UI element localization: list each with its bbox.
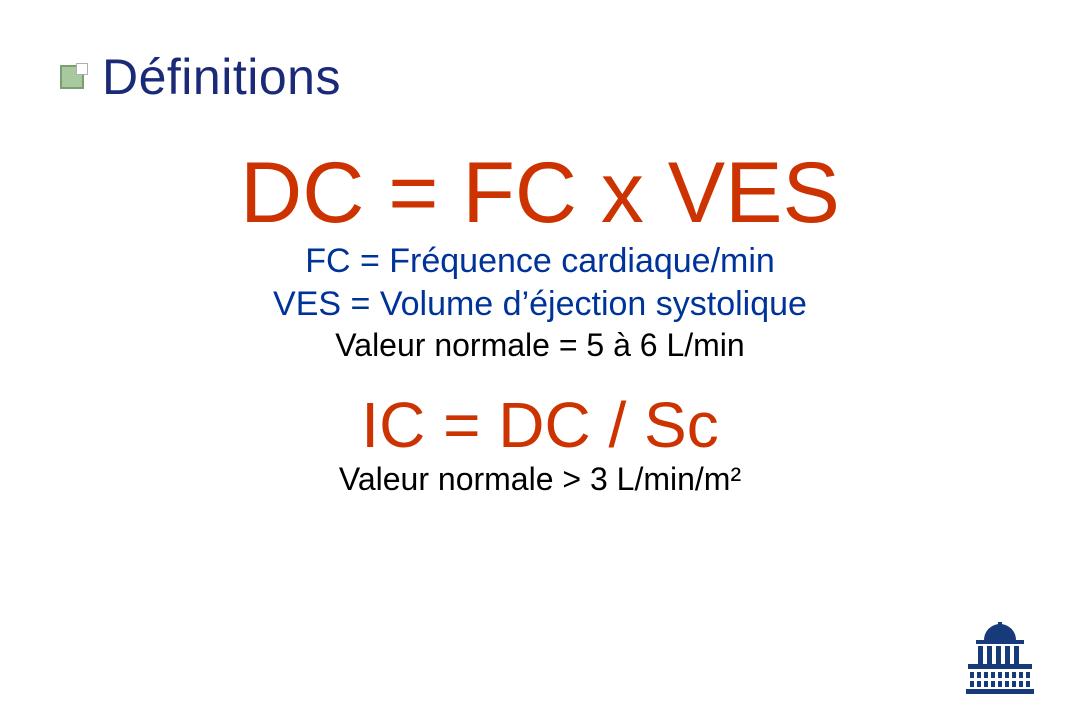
slide: Définitions DC = FC x VES FC = Fréquence… [0, 0, 1080, 720]
title-bullet-icon [60, 65, 84, 89]
slide-title: Définitions [102, 48, 341, 106]
definition-ves: VES = Volume d’éjection systolique [0, 283, 1080, 326]
normal-value-ic: Valeur normale > 3 L/min/m² [0, 459, 1080, 499]
title-row: Définitions [60, 48, 341, 106]
formula-ic: IC = DC / Sc [0, 393, 1080, 457]
normal-value-dc: Valeur normale = 5 à 6 L/min [0, 325, 1080, 365]
institution-logo-icon [958, 622, 1042, 696]
definition-fc: FC = Fréquence cardiaque/min [0, 240, 1080, 283]
formula-dc: DC = FC x VES [0, 150, 1080, 236]
slide-content: DC = FC x VES FC = Fréquence cardiaque/m… [0, 150, 1080, 499]
